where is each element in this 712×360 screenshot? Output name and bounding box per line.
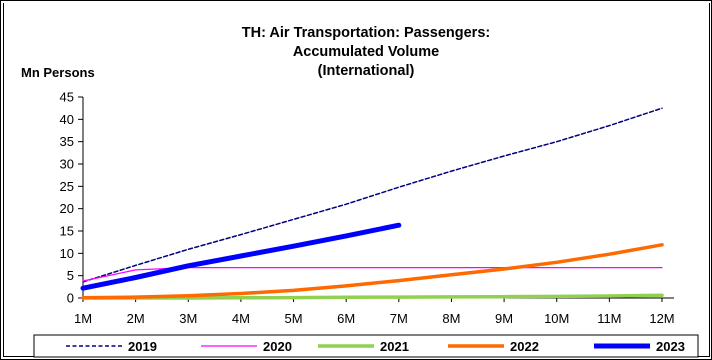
legend: 2019 2020 2021 2022 2023 (33, 334, 699, 358)
chart-title-line-2: Accumulated Volume (293, 44, 439, 60)
legend-label-2022: 2022 (510, 339, 539, 354)
axes: 0 5 10 15 20 25 30 35 40 45 1M 2M 3M 4M 5M 6M 7M 8M 9M 10M 1… (60, 90, 675, 327)
series-line-2022 (81, 243, 664, 300)
x-tick-label: 10M (544, 311, 569, 326)
series-line-2021 (81, 293, 664, 300)
y-tick-label: 30 (60, 157, 74, 172)
chart-title-line-3: (International) (318, 63, 415, 79)
x-tick-label: 1M (74, 311, 92, 326)
y-tick-label: 35 (60, 134, 74, 149)
series-lines (80, 107, 664, 300)
y-tick-label: 0 (67, 291, 74, 306)
x-tick-label: 12M (649, 311, 674, 326)
y-tick-label: 25 (60, 179, 74, 194)
x-tick-label: 5M (285, 311, 303, 326)
x-tick-label: 11M (597, 311, 621, 326)
y-tick-label: 20 (60, 201, 74, 216)
x-tick-label: 7M (390, 311, 408, 326)
legend-label-2020: 2020 (263, 339, 292, 354)
y-tick-label: 15 (60, 224, 74, 239)
x-tick-label: 9M (495, 311, 513, 326)
legend-label-2023: 2023 (656, 339, 685, 354)
y-tick-label: 10 (60, 246, 74, 261)
series-line-2019 (82, 107, 663, 283)
chart-title-line-1: TH: Air Transportation: Passengers: (242, 25, 490, 41)
y-tick-label: 40 (60, 112, 74, 127)
legend-label-2021: 2021 (380, 339, 409, 354)
series-line-2023 (80, 222, 402, 291)
x-tick-label: 3M (179, 311, 197, 326)
y-axis-title: Mn Persons (21, 65, 95, 80)
x-tick-label: 4M (232, 311, 250, 326)
x-tick-label: 8M (442, 311, 460, 326)
legend-label-2019: 2019 (128, 339, 157, 354)
x-tick-label: 6M (337, 311, 355, 326)
x-tick-label: 2M (127, 311, 145, 326)
y-tick-label: 45 (60, 90, 74, 105)
y-tick-label: 5 (67, 268, 74, 283)
